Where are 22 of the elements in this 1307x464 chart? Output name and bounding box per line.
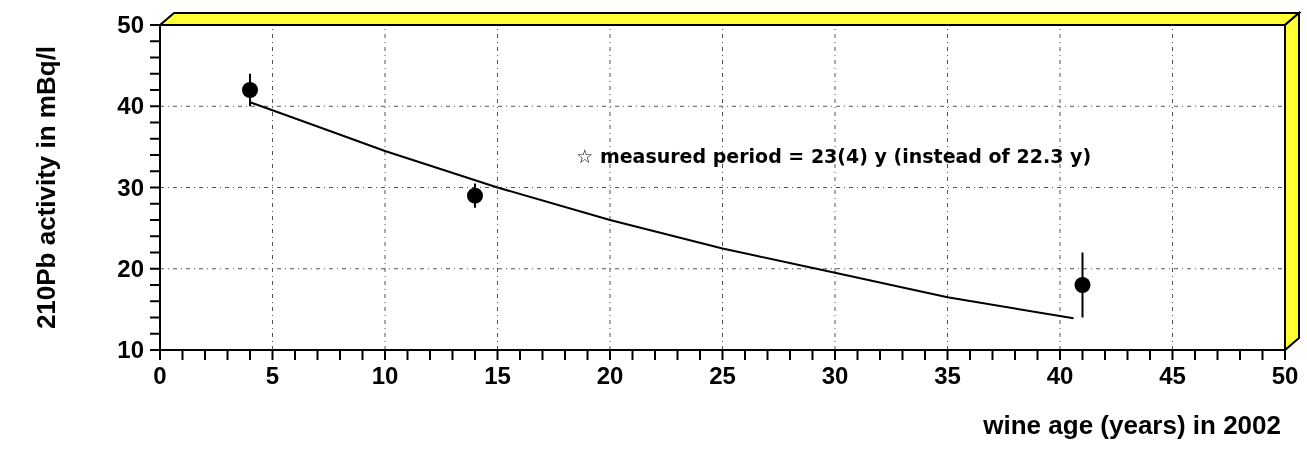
x-tick-label: 45 [1159, 362, 1186, 389]
point [467, 187, 483, 204]
y-tick-label: 20 [117, 254, 144, 282]
x-tick-label: 20 [596, 362, 624, 389]
x-axis-title: wine age (years) in 2002 [982, 410, 1281, 440]
x-tick-label: 40 [1046, 362, 1074, 389]
point [1074, 277, 1091, 293]
y-axis-title: 210Pb activity in mBq/l [31, 45, 62, 330]
x-tick-label: 35 [934, 362, 961, 389]
point [242, 82, 258, 98]
y-tick-label: 40 [117, 92, 144, 120]
x-tick-label: 15 [484, 362, 511, 389]
y-tick-label: 10 [117, 336, 144, 363]
x-tick-label: 0 [153, 362, 167, 389]
y-tick-label: 30 [117, 173, 144, 201]
x-tick-label: 30 [821, 362, 849, 389]
y-tick-label: 50 [117, 11, 144, 38]
x-tick-label: 10 [371, 362, 399, 389]
x-tick-label: 5 [265, 362, 280, 389]
x-tick-label: 50 [1271, 362, 1299, 389]
x-tick-label: 25 [709, 362, 736, 389]
annotation: ☆ measured period = 23(4) y (instead of 22.3 y) [576, 145, 1092, 167]
